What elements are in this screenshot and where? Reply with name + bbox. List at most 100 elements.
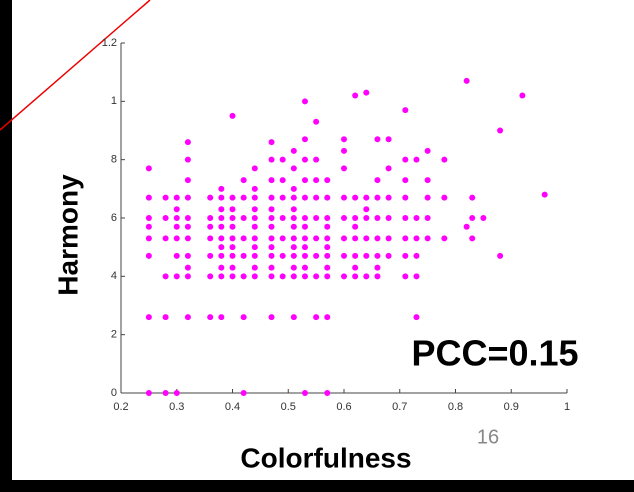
point [324, 223, 331, 230]
point [145, 223, 152, 230]
point [240, 194, 247, 201]
point [173, 235, 180, 242]
slide-background [12, 0, 634, 480]
point [352, 264, 359, 271]
point [218, 264, 225, 271]
point [301, 98, 308, 105]
point [374, 235, 381, 242]
page-number: 16 [477, 426, 499, 448]
point [207, 194, 214, 201]
x-tick-label: 0.3 [169, 401, 184, 413]
point [240, 252, 247, 259]
x-tick-label: 0.9 [504, 401, 519, 413]
point [413, 273, 420, 280]
point [173, 206, 180, 213]
point [240, 273, 247, 280]
point [413, 235, 420, 242]
point [301, 264, 308, 271]
point [385, 194, 392, 201]
point [301, 156, 308, 163]
point [363, 194, 370, 201]
point [145, 314, 152, 321]
point [184, 215, 191, 221]
point [374, 136, 381, 143]
point [162, 390, 169, 396]
point [218, 206, 225, 213]
y-tick-label: 2 [111, 329, 117, 341]
point [352, 223, 359, 230]
point [184, 223, 191, 230]
point [480, 215, 487, 221]
point [413, 314, 420, 321]
point [301, 194, 308, 201]
point [184, 264, 191, 271]
point [145, 194, 152, 201]
point [229, 194, 236, 201]
point [290, 185, 297, 192]
point [240, 314, 247, 321]
point [497, 252, 504, 259]
point [218, 185, 225, 192]
point [184, 156, 191, 163]
point [363, 89, 370, 96]
point [184, 273, 191, 280]
point [218, 235, 225, 242]
y-tick-label: 1.2 [102, 37, 117, 49]
point [162, 314, 169, 321]
point [469, 235, 476, 242]
point [207, 273, 214, 280]
point [402, 156, 409, 163]
point [207, 215, 214, 221]
point [385, 136, 392, 143]
point [352, 273, 359, 280]
point [341, 252, 347, 259]
point [229, 264, 236, 271]
point [402, 252, 409, 259]
y-axis-title: Harmony [52, 174, 83, 296]
y-tick-label: 8 [111, 154, 117, 166]
point [424, 177, 431, 184]
point [268, 235, 275, 242]
point [268, 215, 275, 221]
point [162, 273, 169, 280]
point [341, 215, 347, 221]
point [385, 215, 392, 221]
point [424, 215, 431, 221]
point [374, 252, 381, 259]
point [240, 390, 247, 396]
point [229, 112, 236, 119]
point [290, 206, 297, 213]
point [251, 215, 258, 221]
point [279, 194, 286, 201]
point [402, 194, 409, 201]
point [173, 194, 180, 201]
point [301, 244, 308, 251]
point [313, 215, 320, 221]
point [313, 252, 320, 259]
x-tick-label: 0.6 [336, 401, 351, 413]
point [313, 118, 320, 125]
point [268, 177, 275, 184]
point [145, 390, 152, 396]
x-tick-label: 0.5 [281, 401, 296, 413]
point [424, 194, 431, 201]
point [313, 177, 320, 184]
point [279, 235, 286, 242]
point [301, 252, 308, 259]
point [324, 264, 331, 271]
point [268, 223, 275, 230]
point [279, 215, 286, 221]
point [424, 235, 431, 242]
point [173, 252, 180, 259]
point [268, 206, 275, 213]
point [218, 215, 225, 221]
point [290, 194, 297, 201]
point [268, 273, 275, 280]
point [268, 194, 275, 201]
point [313, 235, 320, 242]
point [441, 235, 448, 242]
point [279, 177, 286, 184]
point [229, 235, 236, 242]
point [218, 244, 225, 251]
point [184, 139, 191, 146]
